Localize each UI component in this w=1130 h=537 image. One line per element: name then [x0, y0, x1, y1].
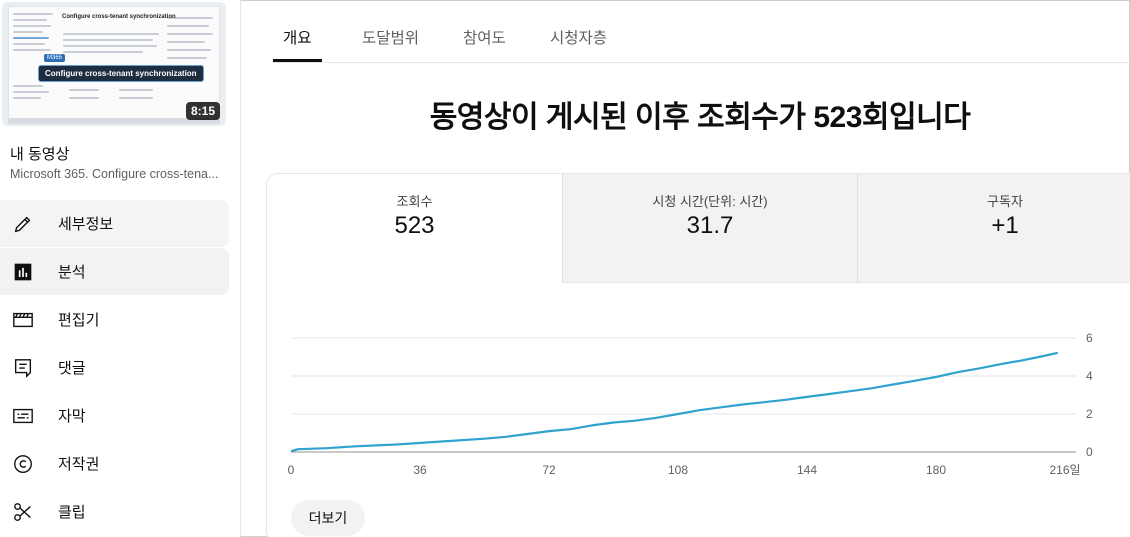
sidebar-item-subtitles[interactable]: 자막 — [0, 392, 229, 439]
headline-count: 523 — [813, 101, 862, 134]
see-more-button[interactable]: 더보기 — [291, 500, 365, 536]
copyright-icon — [11, 452, 35, 476]
sidebar-item-label: 자막 — [58, 408, 86, 425]
tab-engagement[interactable]: 참여도 — [463, 30, 506, 47]
metric-value: 31.7 — [686, 212, 734, 239]
x-tick-label: 0 — [288, 463, 295, 477]
thumbnail-taskbar — [8, 118, 220, 124]
page-headline: 동영상이 게시된 이후 조회수가 523회입니다 — [270, 92, 1130, 136]
video-thumbnail[interactable]: Configure cross-tenant synchronization M… — [2, 2, 226, 126]
tab-bar: 개요 도달범위 참여도 시청자층 — [273, 0, 1130, 63]
headline-prefix: 동영상이 게시된 이후 조회수가 — [429, 101, 814, 134]
tab-overview[interactable]: 개요 — [283, 30, 312, 47]
thumbnail-tag: M365 — [44, 54, 66, 62]
my-video-label: 내 동영상 — [10, 146, 70, 163]
tab-reach[interactable]: 도달범위 — [362, 30, 420, 47]
subtitles-icon — [11, 404, 35, 428]
metric-label: 조회수 — [396, 194, 433, 209]
video-title[interactable]: Microsoft 365. Configure cross-tena... — [10, 167, 219, 181]
thumbnail-heading: Configure cross-tenant synchronization — [62, 14, 176, 20]
sidebar-item-editor[interactable]: 편집기 — [0, 296, 229, 343]
views-chart[interactable]: 0 200 400 600 0 36 72 108 144 180 216일 — [273, 320, 1093, 485]
y-tick-label: 400 — [1086, 369, 1093, 383]
sidebar-item-copyright[interactable]: 저작권 — [0, 440, 229, 487]
tab-audience[interactable]: 시청자층 — [550, 30, 608, 47]
thumbnail-banner: Configure cross-tenant synchronization — [38, 65, 204, 82]
metric-value: 523 — [394, 212, 435, 239]
sidebar-item-clips[interactable]: 클립 — [0, 488, 229, 535]
metric-watch-time[interactable]: 시청 시간(단위: 시간) 31.7 — [562, 174, 857, 283]
x-tick-label: 108 — [668, 463, 688, 477]
comment-icon — [11, 356, 35, 380]
sidebar: Configure cross-tenant synchronization M… — [0, 0, 241, 537]
y-tick-label: 0 — [1086, 445, 1093, 459]
sidebar-item-details[interactable]: 세부정보 — [0, 200, 229, 247]
clapperboard-icon — [11, 308, 35, 332]
analytics-icon — [11, 260, 35, 284]
sidebar-item-analytics[interactable]: 분석 — [0, 248, 229, 295]
active-tab-indicator — [273, 59, 322, 62]
x-tick-label: 216일 — [1049, 463, 1080, 477]
x-tick-label: 72 — [542, 463, 556, 477]
video-duration: 8:15 — [185, 102, 220, 120]
pencil-icon — [11, 212, 35, 236]
x-tick-label: 144 — [797, 463, 817, 477]
sidebar-item-label: 저작권 — [58, 456, 100, 473]
scissors-icon — [11, 500, 35, 524]
y-tick-label: 200 — [1086, 407, 1093, 421]
metric-views[interactable]: 조회수 523 — [267, 174, 562, 283]
metric-label: 구독자 — [987, 194, 1023, 209]
sidebar-item-label: 세부정보 — [58, 216, 114, 233]
x-tick-label: 180 — [926, 463, 946, 477]
metric-value: +1 — [991, 212, 1019, 239]
sidebar-item-comments[interactable]: 댓글 — [0, 344, 229, 391]
metrics-card: 조회수 523 시청 시간(단위: 시간) 31.7 구독자 +1 — [266, 173, 1130, 537]
x-tick-label: 36 — [413, 463, 427, 477]
sidebar-item-label: 편집기 — [58, 312, 100, 329]
y-tick-label: 600 — [1086, 331, 1093, 345]
metric-label: 시청 시간(단위: 시간) — [652, 194, 768, 209]
sidebar-item-label: 분석 — [58, 264, 86, 281]
sidebar-item-label: 댓글 — [58, 360, 86, 377]
metric-subscribers[interactable]: 구독자 +1 — [857, 174, 1130, 283]
sidebar-item-label: 클립 — [58, 504, 86, 521]
headline-suffix: 회입니다 — [861, 101, 971, 134]
views-series-line — [290, 351, 1059, 453]
